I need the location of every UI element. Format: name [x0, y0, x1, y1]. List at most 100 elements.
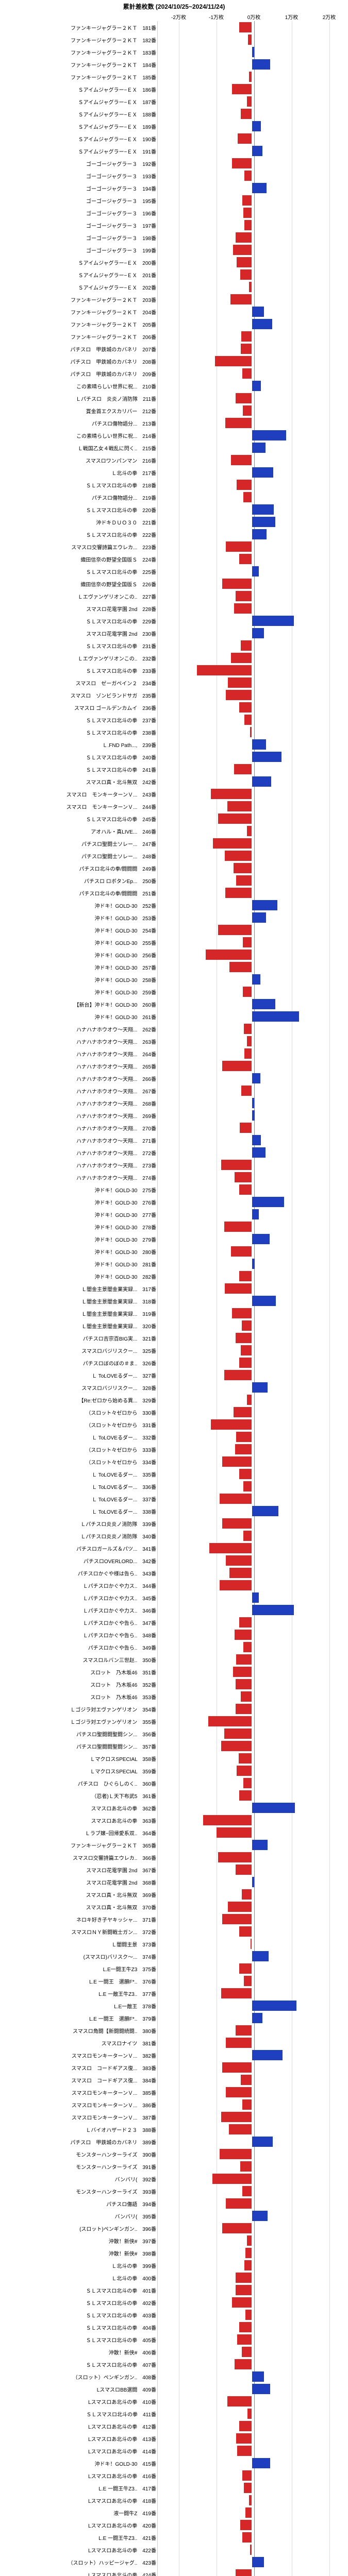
- chart-row: Ｌ戦国乙女４戦乱に閃く.. 215番: [0, 442, 348, 454]
- bar: [243, 208, 251, 218]
- row-label: この素晴らしい世界に祝... 214番: [0, 432, 157, 439]
- bar-area: [157, 1703, 345, 1715]
- chart-row: 沖ドキ！GOLD-30 253番: [0, 911, 348, 924]
- row-label: Ｌパチスロかぐや告ら.. 347番: [0, 1619, 157, 1626]
- bar-area: [157, 788, 345, 800]
- row-label: Ｓアイムジャグラー−ＥＸ 191番: [0, 147, 157, 155]
- bar-area: [157, 268, 345, 281]
- row-label: Ｓアイムジャグラー−ＥＸ 186番: [0, 86, 157, 93]
- chart-row: パチスロ 甲鉄城のカバネリ 208番: [0, 355, 348, 367]
- bar: [235, 1630, 251, 1640]
- bar-area: [157, 2049, 345, 2061]
- bar-area: [157, 1109, 345, 1122]
- bar-area: [157, 1208, 345, 1221]
- row-label: 沖ドキ！GOLD-30 259番: [0, 988, 157, 996]
- bar: [209, 1543, 252, 1553]
- bar: [247, 1036, 252, 1046]
- bar: [218, 925, 251, 935]
- row-label: ゴーゴージャグラー３ 195番: [0, 197, 157, 205]
- row-label: Ｌ ToLOVEるダー... 327番: [0, 1371, 157, 1379]
- row-label: Ｓアイムジャグラー−ＥＸ 201番: [0, 271, 157, 279]
- chart-row: スマスロあ北斗の拳 363番: [0, 1814, 348, 1826]
- row-label: スマスロあ北斗の拳 363番: [0, 1817, 157, 1824]
- chart-row: Ｓアイムジャグラー−ＥＸ 189番: [0, 120, 348, 132]
- bar-area: [157, 442, 345, 454]
- bar: [252, 59, 270, 70]
- bar-area: [157, 182, 345, 194]
- bar-area: [157, 664, 345, 676]
- bar: [252, 628, 264, 638]
- bar-area: [157, 231, 345, 244]
- bar-area: [157, 207, 345, 219]
- row-label: Ｌゴジラ対エヴァンゲリオン 355番: [0, 1718, 157, 1725]
- chart-row: 沖散！新侠# 398番: [0, 2247, 348, 2259]
- bar: [252, 900, 278, 910]
- row-label: モンスターハンターライズ 391番: [0, 2163, 157, 2171]
- bar-area: [157, 157, 345, 170]
- row-label: Ｌ闇闘主景 373番: [0, 1940, 157, 1948]
- bar: [226, 2087, 252, 2097]
- chart-row: ファンキージャグラー２ＫＴ 206番: [0, 330, 348, 343]
- row-label: スマスロ花電学園 2nd 367番: [0, 1866, 157, 1874]
- row-label: ファンキージャグラー２ＫＴ 183番: [0, 48, 157, 56]
- chart-row: スロット 乃木坂46 353番: [0, 1690, 348, 1703]
- row-label: パチスロ北斗の拳/闘闘闘 251番: [0, 889, 157, 897]
- bar-area: [157, 1579, 345, 1591]
- bar: [232, 1308, 252, 1318]
- chart-row: （スロット々ゼロから 331番: [0, 1418, 348, 1431]
- row-label: パチスロ北斗の拳/闘闘闘 249番: [0, 865, 157, 872]
- chart-row: スマスロワンパンマン 216番: [0, 454, 348, 466]
- bar: [252, 2001, 296, 2011]
- chart-row: ハナハナホウオウ〜天翔... 265番: [0, 1060, 348, 1072]
- row-label: Ｌ ToLOVEるダー... 332番: [0, 1433, 157, 1441]
- row-label: スマスロあ北斗の拳 362番: [0, 1804, 157, 1812]
- row-label: L.E 一闘王牛Z3.. 417番: [0, 2484, 157, 2492]
- bar: [252, 1296, 276, 1306]
- chart-row: ハナハナホウオウ〜天翔... 272番: [0, 1146, 348, 1159]
- chart-row: パチスロ ひぐらしのく.. 360番: [0, 1777, 348, 1789]
- bar: [241, 1345, 251, 1355]
- bar: [236, 2433, 251, 2444]
- bar: [244, 220, 251, 230]
- row-label: Lスマスロあ北斗の拳 418番: [0, 2497, 157, 2504]
- row-label: L.E 一闘王 選願F*.. 379番: [0, 2014, 157, 2022]
- chart-row: 織田信奈の野望全国版Ｓ 224番: [0, 553, 348, 565]
- bar: [228, 1902, 251, 1912]
- chart-row: Ｌラブ嬢−回帰愛系双.. 364番: [0, 1826, 348, 1839]
- bar-area: [157, 2408, 345, 2420]
- bar-area: [157, 1690, 345, 1703]
- chart-row: ＳＬスマスロ北斗の拳 407番: [0, 2358, 348, 2370]
- chart-row: ＳＬスマスロ北斗の拳 222番: [0, 528, 348, 540]
- bar: [234, 764, 252, 774]
- chart-row: Ｌ闇金主景闇金業実録... 318番: [0, 1295, 348, 1307]
- bar-area: [157, 95, 345, 108]
- bar-area: [157, 1134, 345, 1146]
- bar-area: [157, 1938, 345, 1950]
- bar: [237, 1766, 251, 1776]
- row-label: スマスロ花電学園 2nd 228番: [0, 605, 157, 613]
- bar-area: [157, 1876, 345, 1888]
- bar-area: [157, 1851, 345, 1863]
- row-label: 沖ドキ！GOLD-30 282番: [0, 1273, 157, 1280]
- chart-row: Ｓアイムジャグラー−ＥＸ 190番: [0, 132, 348, 145]
- bar-area: [157, 726, 345, 738]
- chart-row: Ｌパチスロかぐや力ス.. 344番: [0, 1579, 348, 1591]
- chart-row: パチスロ聖闘士ソレー... 248番: [0, 850, 348, 862]
- bar-area: [157, 1653, 345, 1666]
- chart-row: スマスロモンキーターンＶ... 385番: [0, 2086, 348, 2098]
- bar-area: [157, 170, 345, 182]
- chart-row: スマスロ花電学園 2nd 368番: [0, 1876, 348, 1888]
- bar-area: [157, 2173, 345, 2185]
- bar: [221, 1988, 251, 1998]
- row-label: Ｓアイムジャグラー−ＥＸ 187番: [0, 98, 157, 106]
- chart-row: LスマスロBB選闘 409番: [0, 2383, 348, 2395]
- bar: [252, 47, 254, 57]
- chart-row: ＳＬスマスロ北斗の拳 240番: [0, 751, 348, 763]
- chart-row: （スロット々ゼロから 330番: [0, 1406, 348, 1418]
- bar: [252, 1197, 285, 1207]
- bar: [222, 1518, 252, 1529]
- bar: [252, 1605, 294, 1615]
- bar: [252, 2211, 268, 2221]
- chart-row: 沖散！新侠# 406番: [0, 2346, 348, 2358]
- bar-area: [157, 330, 345, 343]
